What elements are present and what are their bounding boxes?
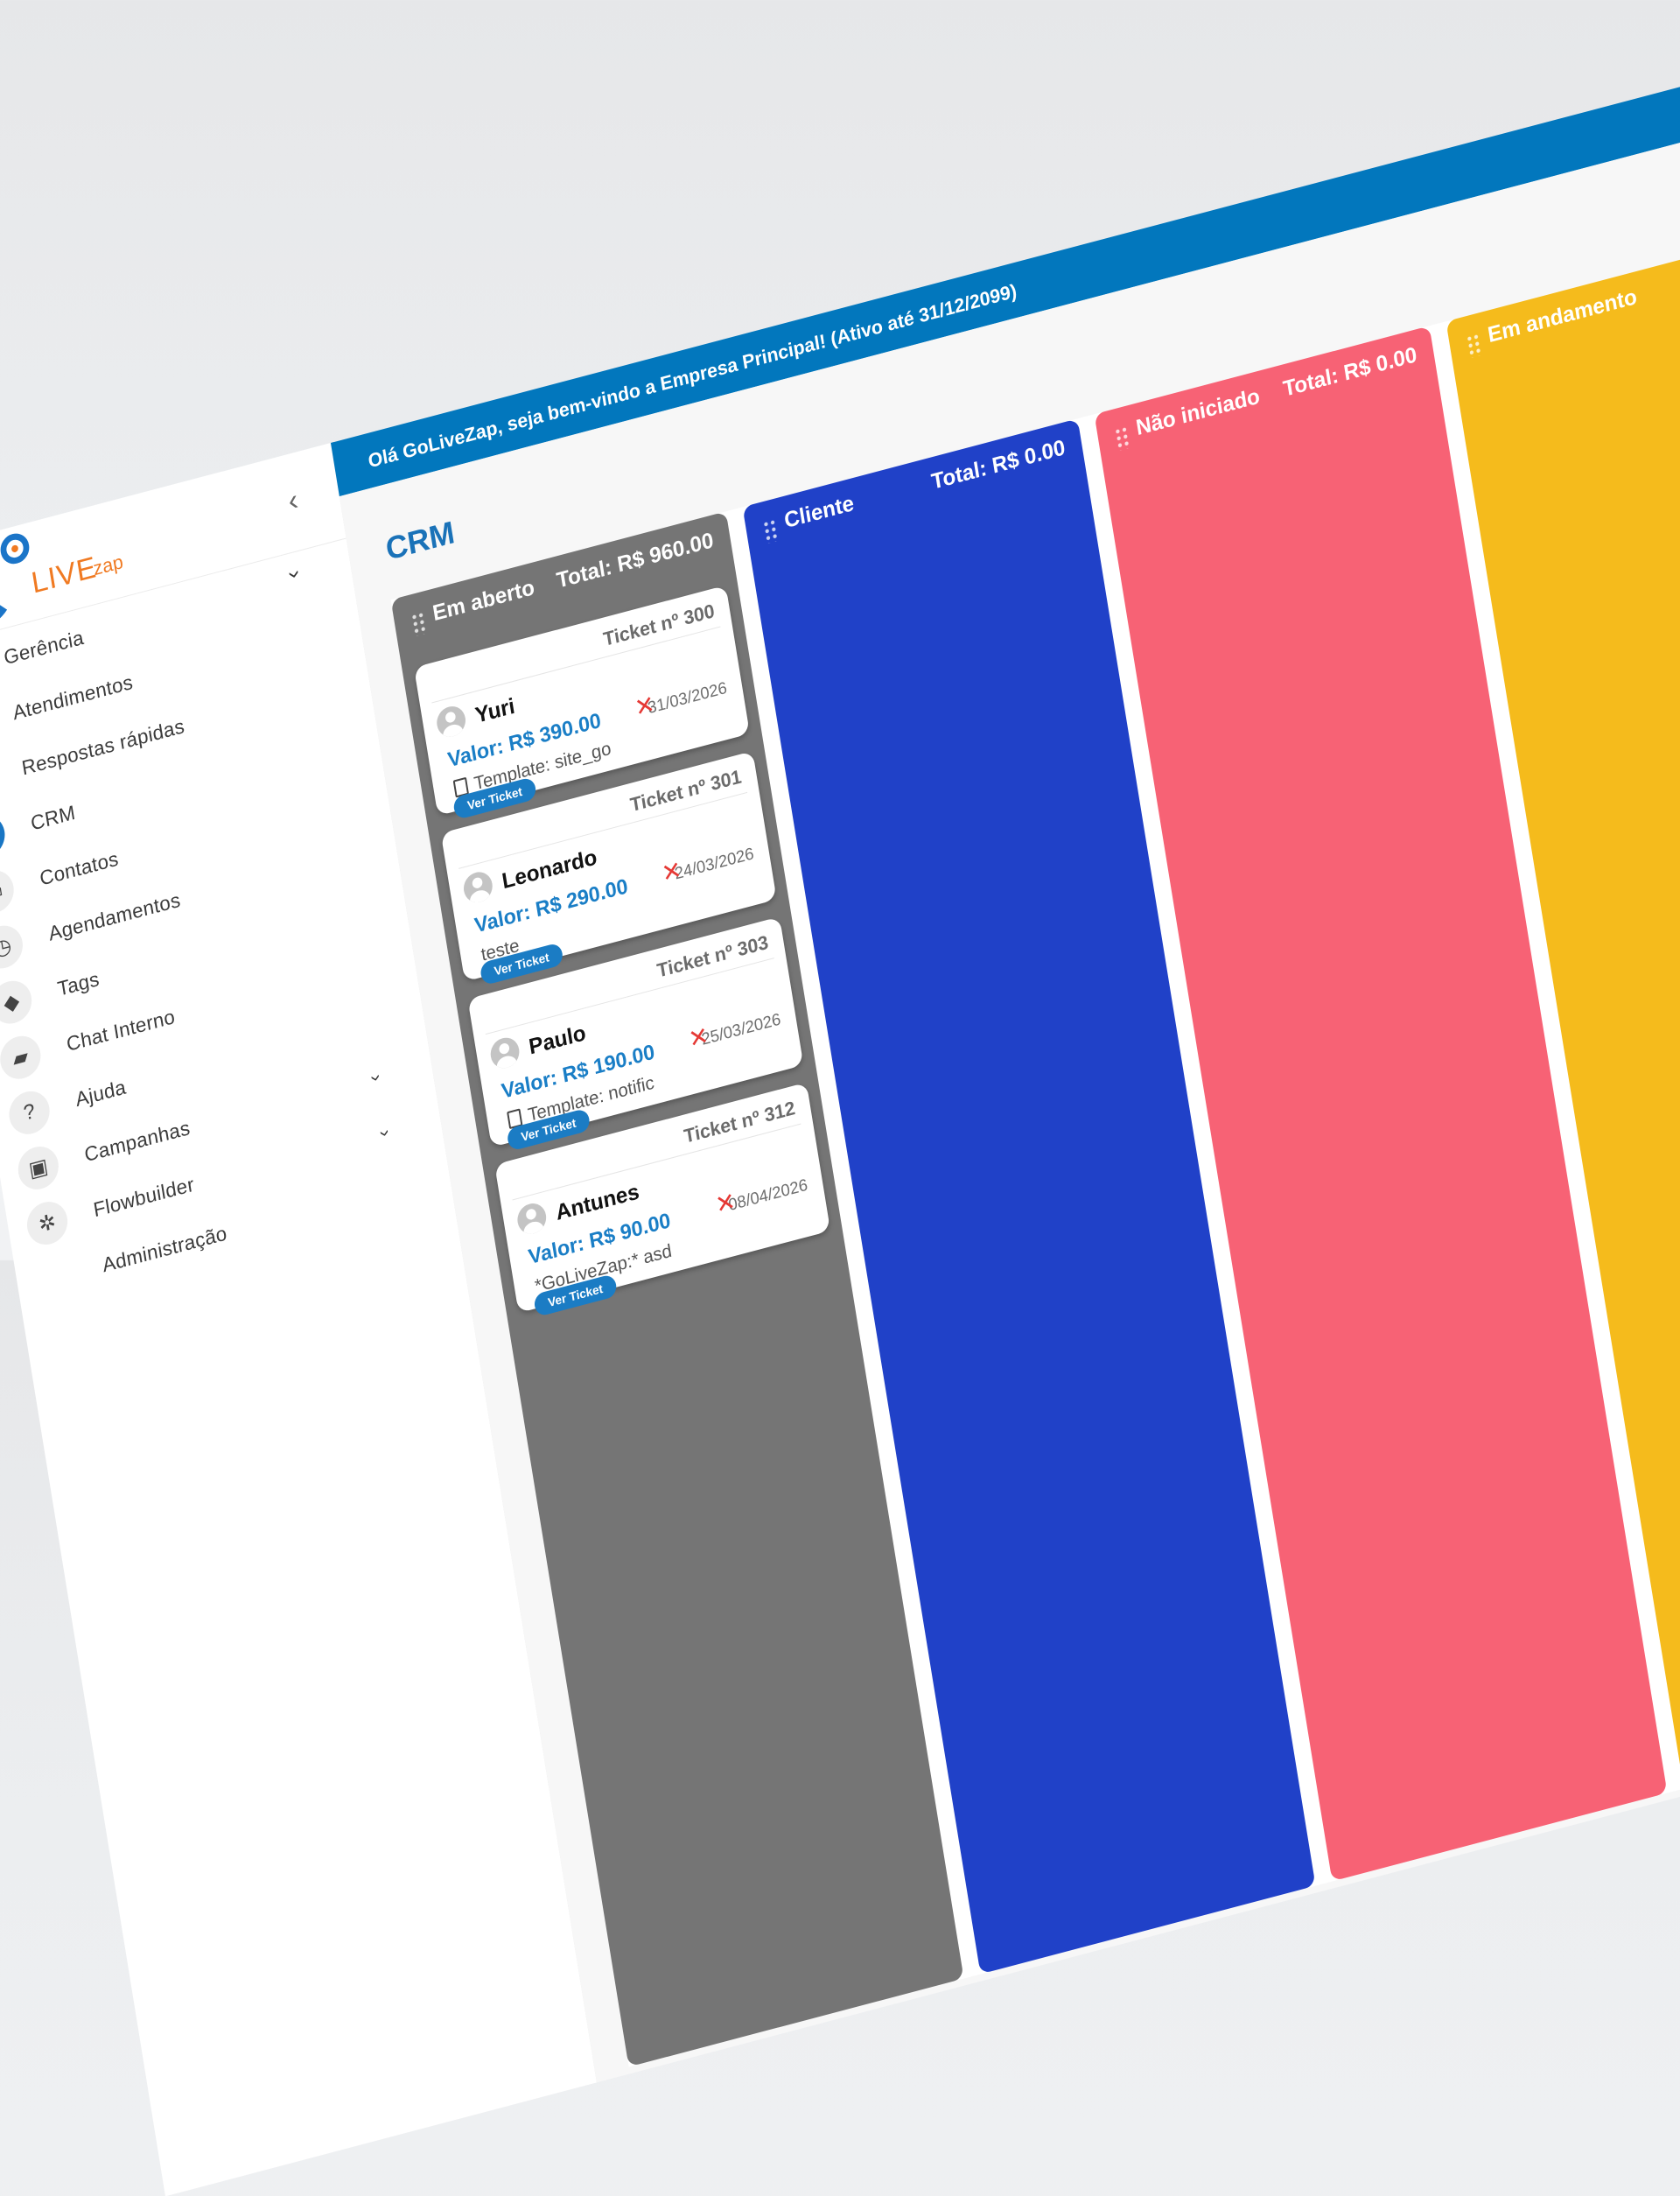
logo-subtext: zap bbox=[91, 550, 125, 580]
ticket-date: 31/03/2026 bbox=[646, 678, 729, 719]
avatar bbox=[461, 868, 495, 906]
contact-name: Paulo bbox=[527, 1020, 588, 1060]
column-total: Total: R$ 0.00 bbox=[1281, 342, 1419, 402]
collapse-sidebar-icon[interactable]: ‹ bbox=[285, 482, 301, 518]
column-title: Cliente bbox=[782, 490, 856, 534]
chevron-down-icon[interactable]: › bbox=[366, 1071, 388, 1084]
drag-handle-icon[interactable] bbox=[762, 518, 780, 544]
ticket-number: Ticket nº 301 bbox=[628, 765, 744, 817]
column-title: Em aberto bbox=[430, 575, 536, 627]
column-title: Em andamento bbox=[1486, 284, 1639, 348]
tag-icon: ◆ bbox=[0, 976, 35, 1028]
ticket-number: Ticket nº 312 bbox=[682, 1096, 797, 1147]
drag-handle-icon[interactable] bbox=[410, 611, 428, 637]
remove-icon[interactable]: ✕ bbox=[660, 855, 684, 888]
ticket-value: Valor: R$ 290.00 bbox=[472, 874, 630, 938]
sidebar-item-label: Campanhas bbox=[82, 1115, 192, 1167]
chevron-down-icon[interactable]: › bbox=[374, 1126, 397, 1140]
kanban-icon: ▥ bbox=[0, 810, 8, 863]
ticket-number: Ticket nº 303 bbox=[655, 930, 770, 982]
column-total: Total: R$ 0.00 bbox=[929, 435, 1068, 495]
page-title: CRM bbox=[382, 513, 458, 567]
remove-icon[interactable]: ✕ bbox=[633, 690, 657, 722]
ticket-date: 24/03/2026 bbox=[673, 845, 756, 884]
sidebar-item-label: Tags bbox=[55, 966, 102, 1000]
drag-handle-icon[interactable] bbox=[1113, 425, 1131, 452]
drag-handle-icon[interactable] bbox=[1465, 333, 1483, 359]
webhook-icon: ✲ bbox=[24, 1196, 71, 1250]
contact-card-icon: ▭ bbox=[0, 866, 18, 918]
sidebar-item-label: CRM bbox=[29, 800, 77, 835]
column-header: Não iniciado Total: R$ 0.00 bbox=[1113, 342, 1422, 463]
ticket-date: 25/03/2026 bbox=[700, 1010, 782, 1049]
help-icon: ? bbox=[5, 1086, 53, 1139]
contact-name: Yuri bbox=[473, 693, 517, 728]
kanban-board: Em aberto Total: R$ 960.00 Ticket nº 300 Yu… bbox=[390, 153, 1680, 2067]
column-title: Não iniciado bbox=[1134, 383, 1262, 441]
clock-icon: ◷ bbox=[0, 921, 26, 973]
sidebar-item-label: Contatos bbox=[38, 846, 121, 890]
column-header: Cliente Total: R$ 0.00 bbox=[761, 435, 1070, 556]
column-header: Em andamentoTotal: R bbox=[1465, 249, 1680, 370]
logo-text: LIVE bbox=[29, 550, 100, 600]
sidebar-item-label: Flowbuilder bbox=[91, 1172, 196, 1222]
remove-icon[interactable]: ✕ bbox=[686, 1021, 710, 1054]
avatar bbox=[514, 1200, 549, 1238]
avatar bbox=[434, 703, 468, 740]
remove-icon[interactable]: ✕ bbox=[713, 1187, 738, 1219]
column-total: Total: R$ 960.00 bbox=[555, 528, 716, 593]
ticket-date: 08/04/2026 bbox=[727, 1175, 809, 1216]
chat-bubbles-icon: ▰ bbox=[0, 1031, 44, 1084]
sidebar-item-label: Ajuda bbox=[74, 1075, 128, 1112]
avatar bbox=[488, 1035, 522, 1072]
sidebar-item-label: Gerência bbox=[2, 625, 86, 670]
ticket-number: Ticket nº 300 bbox=[601, 599, 717, 651]
calendar-check-icon: ▣ bbox=[15, 1141, 62, 1195]
